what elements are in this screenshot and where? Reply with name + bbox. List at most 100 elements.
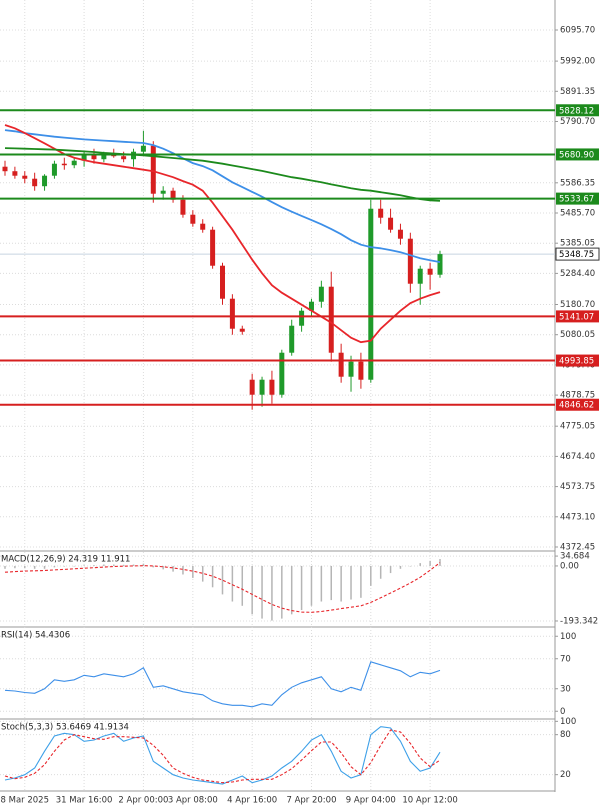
candle-body <box>318 286 324 302</box>
candle-body <box>229 298 235 329</box>
candle-body <box>417 268 423 284</box>
x-tick-label: 10 Apr 12:00 <box>402 796 457 806</box>
macd-bar <box>182 565 184 575</box>
candle-body <box>81 154 87 161</box>
y-tick-label: -193.342 <box>560 616 598 626</box>
macd-bar <box>320 565 323 602</box>
y-tick-label: 30 <box>560 684 571 694</box>
y-tick-label: 5992.00 <box>560 57 595 67</box>
moving-average <box>4 129 441 263</box>
candle-body <box>200 223 206 230</box>
macd-bar <box>73 565 75 567</box>
x-tick-label: 4 Apr 16:00 <box>227 796 277 806</box>
macd-bar <box>389 565 392 574</box>
candle-body <box>427 268 433 275</box>
y-tick-label: 4775.05 <box>560 422 595 432</box>
candle-body <box>328 286 334 353</box>
macd-bar <box>43 565 46 569</box>
macd-bar <box>251 565 253 615</box>
last-price-box <box>555 247 600 261</box>
moving-average <box>4 147 441 202</box>
candle-body <box>2 166 8 172</box>
macd-bar <box>132 564 135 566</box>
candle-body <box>279 352 285 395</box>
candle-body <box>150 145 156 194</box>
y-tick-label: 4674.40 <box>560 452 595 462</box>
macd-bar <box>93 565 95 566</box>
macd-bar <box>350 565 352 600</box>
macd-bar <box>63 565 66 567</box>
macd-bar <box>142 563 145 566</box>
macd-bar <box>241 565 244 606</box>
level-label-box <box>556 310 599 323</box>
x-tick-label: 2 Apr 00:00 <box>118 796 168 806</box>
candle-body <box>289 325 295 353</box>
y-tick-label: 4372.45 <box>560 542 595 552</box>
macd-bar <box>221 565 224 595</box>
candle-body <box>368 208 374 380</box>
candle-body <box>437 254 443 275</box>
indicator-title: Stoch(5,3,3) 53.6469 41.9134 <box>1 723 129 733</box>
macd-bar <box>290 565 293 615</box>
level-label-box <box>556 104 599 117</box>
macd-bar <box>379 565 382 579</box>
level-label: 5828.12 <box>559 106 594 116</box>
moving-average <box>4 124 441 344</box>
level-label: 4993.85 <box>559 357 594 367</box>
candle-body <box>22 175 28 179</box>
macd-bar <box>340 565 342 602</box>
candle-body <box>407 238 413 284</box>
y-tick-label: 80 <box>560 730 571 740</box>
y-tick-label: 5586.35 <box>560 178 595 188</box>
macd-bar <box>370 565 372 586</box>
y-tick-label: 70 <box>560 654 571 664</box>
level-label-box <box>556 398 599 411</box>
macd-bar <box>122 564 125 566</box>
macd-bar <box>24 565 26 569</box>
y-tick-label: 20 <box>560 770 571 780</box>
level-label: 5680.90 <box>559 150 594 160</box>
candle-body <box>358 361 364 380</box>
y-tick-label: 0.00 <box>560 561 579 571</box>
macd-bar <box>53 565 56 568</box>
y-tick-label: 5891.35 <box>560 87 595 97</box>
candle-body <box>378 208 384 218</box>
macd-bar <box>360 565 362 598</box>
y-tick-label: 100 <box>560 717 576 727</box>
macd-bar <box>211 565 214 588</box>
x-tick-label: 8 Mar 2025 <box>1 796 49 806</box>
y-tick-label: 6095.70 <box>560 26 595 36</box>
y-tick-label: 4473.10 <box>560 512 595 522</box>
macd-bar <box>419 563 421 566</box>
y-tick-label: 4878.75 <box>560 391 595 401</box>
macd-bar <box>281 565 283 619</box>
macd-bar <box>162 565 164 570</box>
x-tick-label: 31 Mar 16:00 <box>56 796 113 806</box>
macd-bar <box>429 560 431 566</box>
y-tick-label: 5284.40 <box>560 269 595 279</box>
macd-bar <box>172 565 174 572</box>
y-tick-label: 5385.05 <box>560 239 595 249</box>
candle-body <box>338 352 344 377</box>
y-tick-label: 5790.70 <box>560 117 595 127</box>
macd-bar <box>310 565 313 606</box>
candle-body <box>91 154 97 160</box>
candle-body <box>299 310 305 326</box>
macd-bar <box>113 564 115 566</box>
candle-body <box>51 163 57 176</box>
last-price-label: 5348.75 <box>559 250 594 260</box>
x-tick-label: 9 Apr 04:00 <box>346 796 396 806</box>
candle-body <box>101 153 107 160</box>
level-label: 5533.67 <box>559 195 594 205</box>
candle-body <box>32 178 38 187</box>
macd-bar <box>271 565 273 621</box>
candle-body <box>259 379 265 395</box>
macd-bar <box>33 565 36 569</box>
macd-bar <box>4 565 6 569</box>
candle-body <box>397 229 403 239</box>
macd-bar <box>439 559 441 566</box>
candle-body <box>190 214 196 224</box>
indicator-line <box>4 562 441 613</box>
